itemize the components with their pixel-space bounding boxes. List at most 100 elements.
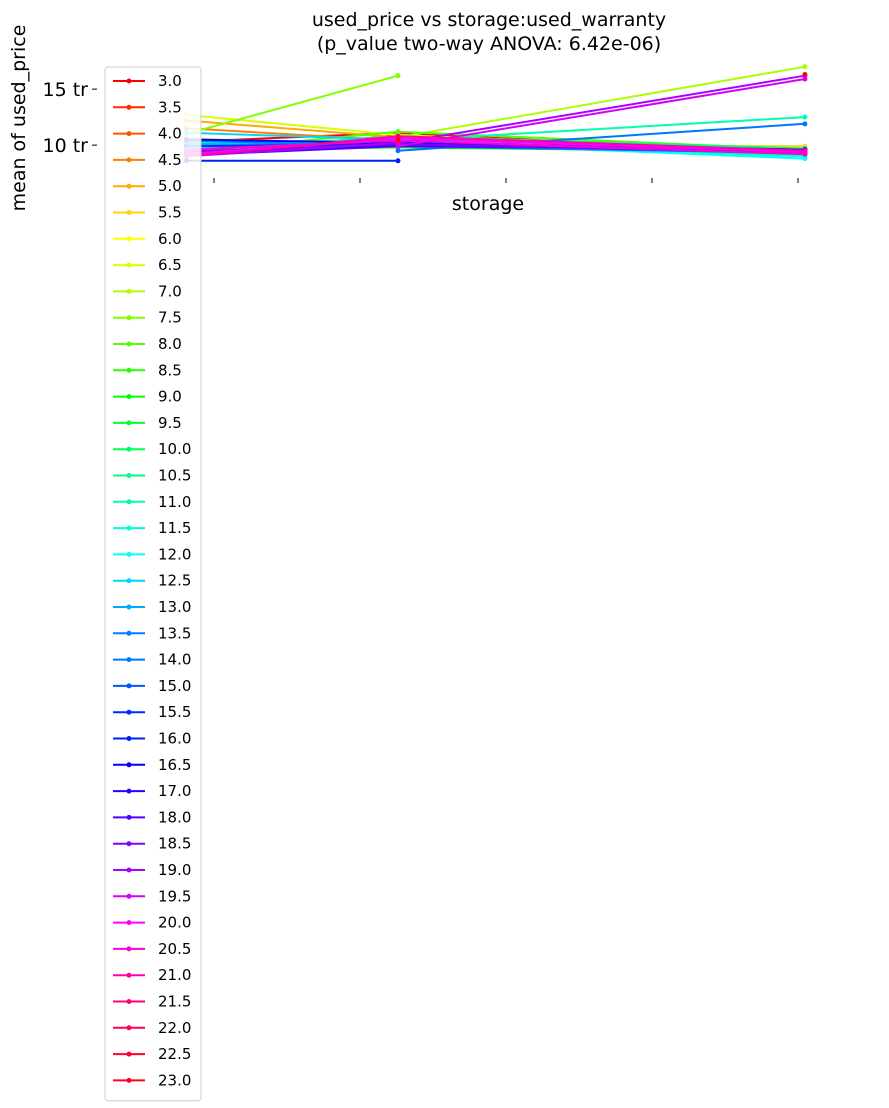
legend-label: 21.0	[158, 966, 191, 984]
legend-label: 5.0	[158, 177, 182, 195]
series-lines	[183, 64, 808, 164]
legend-swatch-marker	[126, 551, 132, 557]
legend-swatch-marker	[126, 630, 132, 636]
legend-swatch-marker	[126, 183, 132, 189]
legend-swatch-marker	[126, 262, 132, 268]
legend-label: 8.5	[158, 361, 182, 379]
legend-swatch-marker	[126, 657, 132, 663]
legend-swatch-marker	[126, 367, 132, 373]
data-point	[395, 143, 401, 149]
data-point	[395, 137, 401, 143]
legend-swatch-marker	[126, 683, 132, 689]
legend-item: 15.0	[113, 677, 191, 695]
legend-item: 3.5	[113, 98, 182, 116]
legend-label: 13.5	[158, 624, 191, 642]
legend-swatch-marker	[126, 499, 132, 505]
data-point	[802, 72, 808, 78]
legend: 3.0 3.5 4.0 4.5 5.0 5.5 6.0 6.5 7.0 7.5 8.0 8.5 9.0 9…	[104, 66, 202, 1102]
legend-swatch-marker	[126, 814, 132, 820]
data-point	[802, 148, 808, 154]
legend-swatch-marker	[126, 604, 132, 610]
chart-title-line-2: (p_value two-way ANOVA: 6.42e-06)	[317, 33, 661, 55]
legend-swatch-marker	[126, 446, 132, 452]
legend-swatch-marker	[126, 341, 132, 347]
legend-item: 20.5	[113, 940, 191, 958]
data-point	[395, 129, 401, 135]
legend-item: 10.0	[113, 440, 191, 458]
data-point	[802, 156, 808, 162]
legend-label: 19.0	[158, 861, 191, 879]
legend-label: 10.5	[158, 467, 191, 485]
legend-label: 16.5	[158, 756, 191, 774]
legend-label: 15.0	[158, 677, 191, 695]
legend-item: 4.5	[113, 151, 182, 169]
legend-swatch-marker	[126, 920, 132, 926]
y-axis-label: mean of used_price	[8, 25, 30, 212]
legend-label: 8.0	[158, 335, 182, 353]
legend-swatch-marker	[126, 972, 132, 978]
legend-swatch-marker	[126, 867, 132, 873]
data-point	[802, 76, 808, 82]
legend-item: 6.0	[113, 230, 182, 248]
series-line	[395, 137, 401, 143]
legend-item: 5.0	[113, 177, 182, 195]
legend-item: 9.5	[113, 414, 182, 432]
legend-swatch-marker	[126, 736, 132, 741]
legend-item: 13.0	[113, 598, 191, 616]
legend-label: 4.5	[158, 151, 182, 169]
legend-label: 17.0	[158, 782, 191, 800]
y-axis-ticks: 10 tr 15 tr	[43, 79, 97, 157]
legend-swatch-marker	[126, 788, 132, 794]
legend-label: 3.5	[158, 98, 182, 116]
data-point	[395, 73, 401, 79]
legend-item: 22.5	[113, 1045, 191, 1063]
legend-swatch-marker	[126, 288, 132, 294]
legend-label: 9.0	[158, 388, 182, 406]
legend-item: 6.5	[113, 256, 182, 274]
legend-label: 6.0	[158, 230, 182, 248]
legend-label: 22.5	[158, 1045, 191, 1063]
legend-swatch-marker	[126, 1077, 132, 1083]
data-point	[802, 121, 808, 127]
legend-swatch-marker	[126, 841, 132, 847]
legend-swatch-marker	[126, 893, 132, 899]
legend-label: 22.0	[158, 1019, 191, 1037]
legend-item: 3.0	[113, 72, 182, 90]
series-line	[395, 76, 808, 149]
legend-label: 9.5	[158, 414, 182, 432]
data-point	[395, 148, 401, 154]
legend-swatch-marker	[126, 473, 132, 478]
legend-label: 7.0	[158, 282, 182, 300]
legend-item: 21.0	[113, 966, 191, 984]
legend-swatch-marker	[126, 1025, 132, 1031]
series-line	[183, 73, 401, 137]
legend-label: 16.0	[158, 730, 191, 748]
legend-swatch-marker	[126, 709, 132, 715]
legend-label: 12.5	[158, 572, 191, 590]
legend-item: 4.0	[113, 125, 182, 143]
legend-item: 22.0	[113, 1019, 191, 1037]
legend-item: 8.0	[113, 335, 182, 353]
legend-label: 6.5	[158, 256, 182, 274]
data-point	[395, 158, 401, 164]
legend-label: 13.0	[158, 598, 191, 616]
legend-label: 19.5	[158, 887, 191, 905]
series-line	[802, 72, 808, 78]
legend-swatch-marker	[126, 236, 132, 242]
legend-item: 8.5	[113, 361, 182, 379]
legend-swatch-marker	[126, 999, 132, 1004]
legend-item: 13.5	[113, 624, 191, 642]
legend-item: 16.0	[113, 730, 191, 748]
legend-label: 7.5	[158, 309, 182, 327]
legend-item: 17.0	[113, 782, 191, 800]
legend-item: 5.5	[113, 204, 182, 222]
data-point	[802, 114, 808, 120]
legend-swatch-marker	[126, 420, 132, 426]
legend-label: 10.0	[158, 440, 191, 458]
legend-item: 12.5	[113, 572, 191, 590]
legend-label: 20.0	[158, 914, 191, 932]
legend-label: 11.5	[158, 519, 191, 537]
legend-item: 19.0	[113, 861, 191, 879]
legend-label: 18.5	[158, 835, 191, 853]
